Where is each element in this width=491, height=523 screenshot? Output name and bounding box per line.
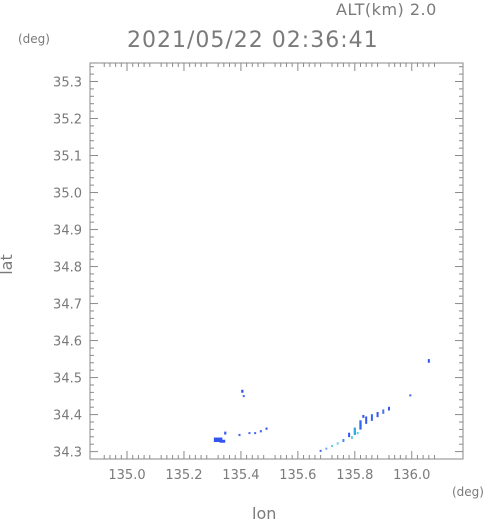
y-tick-label: 34.5 <box>53 372 82 387</box>
plot-frame <box>89 62 464 460</box>
y-tick-label: 34.4 <box>53 409 82 424</box>
radar-echo <box>325 447 328 450</box>
radar-echo <box>336 442 339 445</box>
y-tick-label: 34.3 <box>53 446 82 461</box>
y-tick-label: 34.6 <box>53 335 82 350</box>
radar-echo <box>382 409 385 414</box>
radar-echo <box>259 430 262 433</box>
y-tick-label: 35.2 <box>53 113 82 128</box>
radar-echo <box>362 414 365 418</box>
y-tick-label: 35.1 <box>53 150 82 165</box>
radar-echo <box>219 439 226 443</box>
radar-echo <box>238 433 241 437</box>
radar-echo <box>265 427 268 430</box>
radar-echo <box>370 414 373 421</box>
radar-echo <box>241 389 244 393</box>
x-tick-label: 135.6 <box>279 468 316 483</box>
radar-echo <box>319 449 322 452</box>
radar-echo <box>427 359 430 363</box>
y-tick-label: 34.7 <box>53 298 82 313</box>
x-tick-label: 135.4 <box>222 468 259 483</box>
radar-echo <box>254 432 257 435</box>
timestamp: 2021/05/22 02:36:41 <box>127 28 379 53</box>
radar-echo <box>350 436 353 440</box>
y-tick-label: 35.0 <box>53 187 82 202</box>
radar-echo <box>348 432 351 438</box>
radar-echo <box>376 411 379 418</box>
x-tick-label: 136.0 <box>393 468 430 483</box>
radar-echo <box>224 431 227 435</box>
x-tick-label: 135.8 <box>336 468 373 483</box>
y-tick-label: 34.8 <box>53 261 82 276</box>
altitude-label: ALT(km) 2.0 <box>336 0 437 19</box>
radar-echo <box>353 427 356 435</box>
radar-echo <box>409 394 412 397</box>
radar-echo <box>331 445 334 448</box>
y-axis-unit: (deg) <box>18 32 50 46</box>
y-tick-label: 35.3 <box>53 76 82 91</box>
radar-echo <box>248 432 251 435</box>
radar-echo <box>242 395 245 398</box>
radar-echo <box>359 420 362 430</box>
radar-echo <box>342 439 345 442</box>
x-axis-label: lon <box>252 504 277 523</box>
y-tick-label: 34.9 <box>53 224 82 239</box>
radar-echo <box>213 437 223 442</box>
radar-echo <box>365 416 368 424</box>
x-axis-unit: (deg) <box>452 485 484 499</box>
x-tick-label: 135.2 <box>165 468 202 483</box>
x-tick-label: 135.0 <box>108 468 145 483</box>
radar-echo <box>356 431 359 435</box>
radar-echo <box>387 406 390 411</box>
